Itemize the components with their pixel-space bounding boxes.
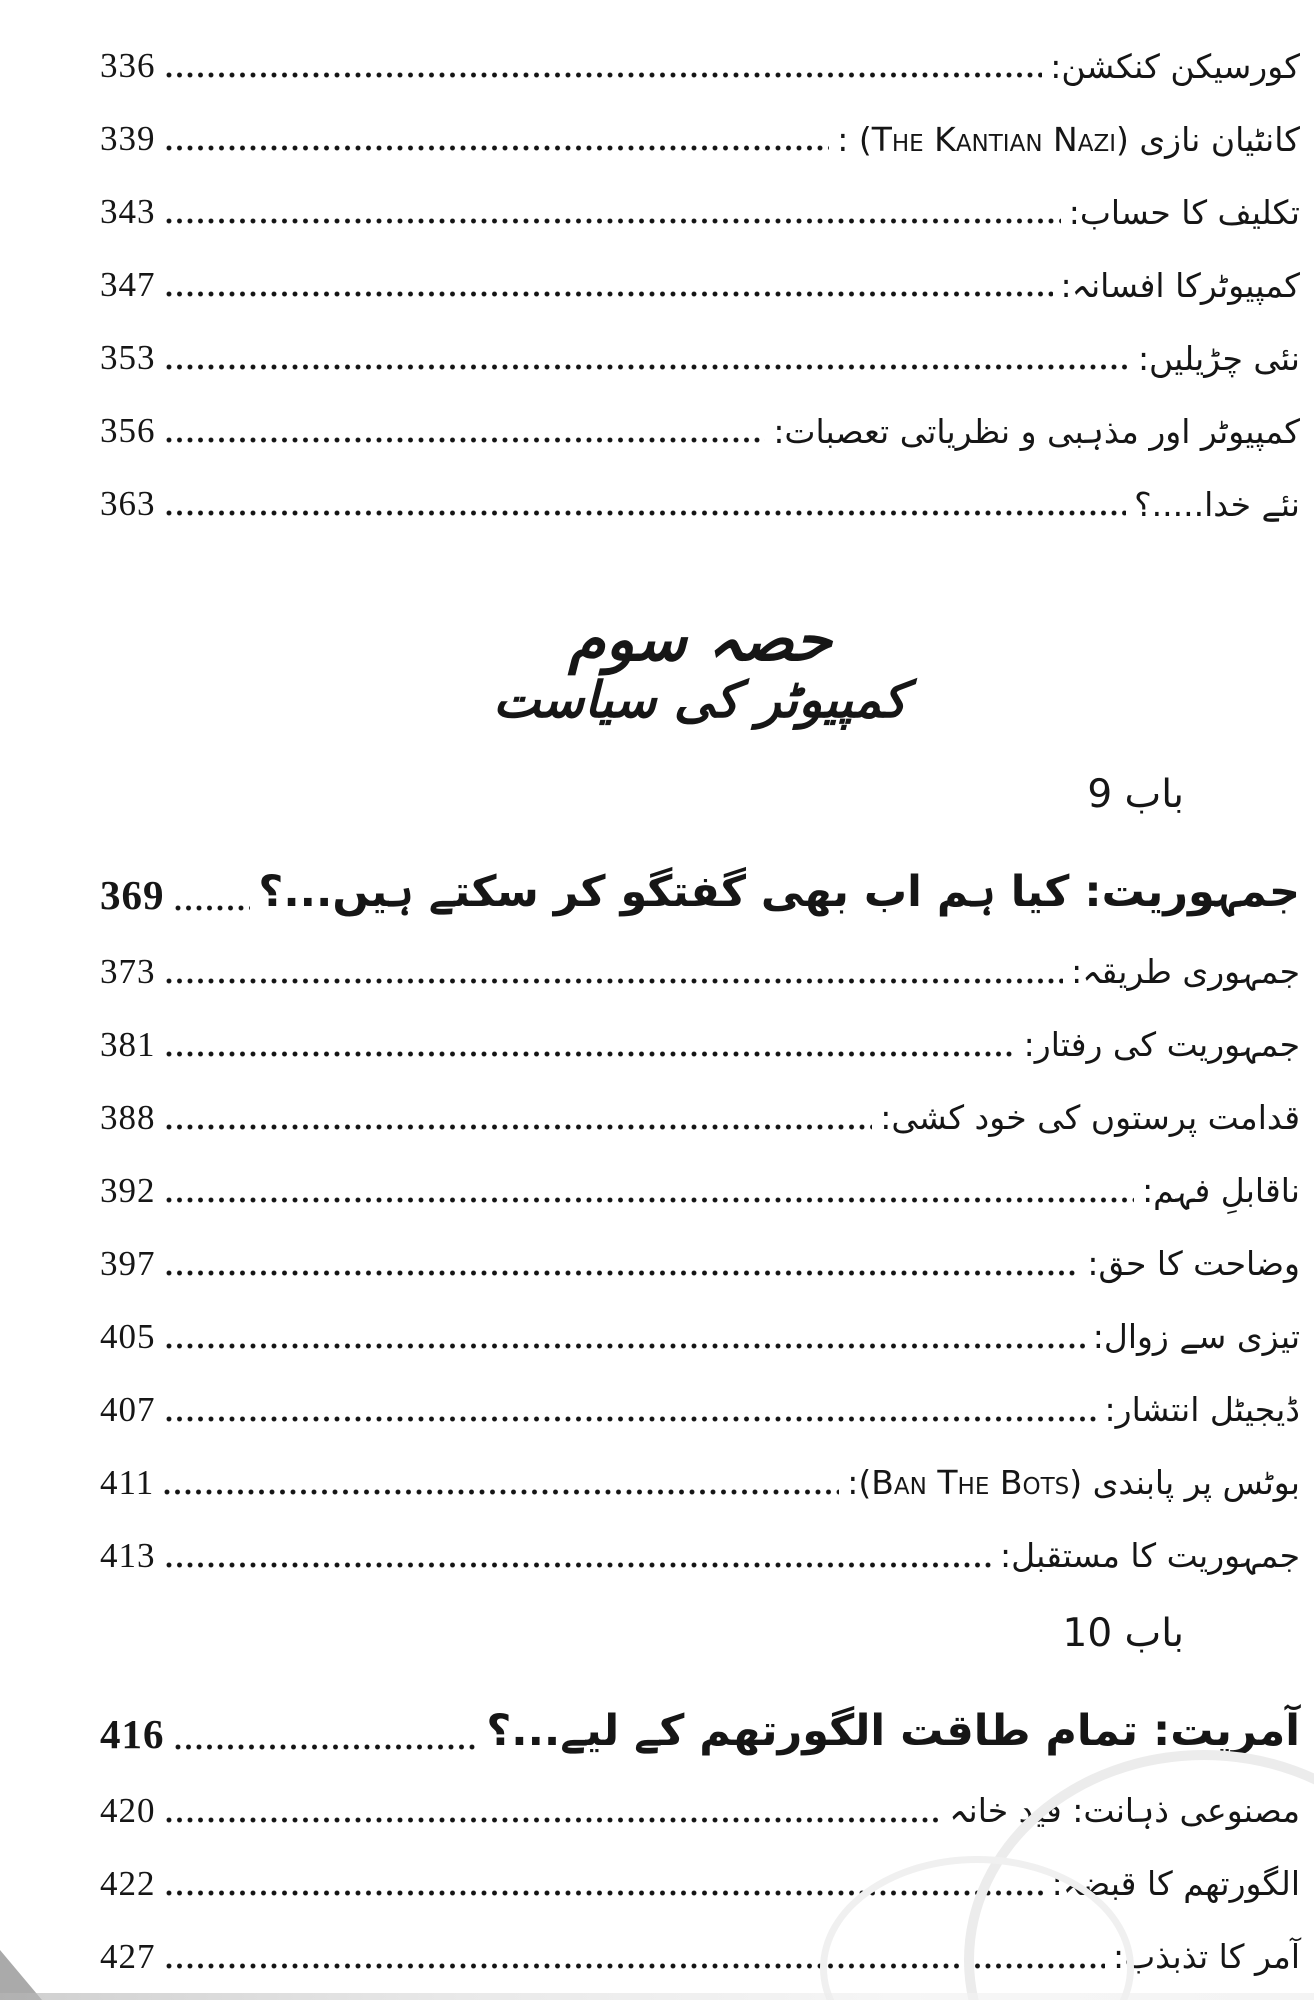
dot-leader (174, 900, 251, 913)
chapter-9-title-row: 369 جمہوریت: کیا ہم اب بھی گفتگو کر سکتے… (100, 824, 1300, 920)
page-number: 411 (100, 1462, 155, 1502)
dot-leader (165, 214, 1061, 226)
toc-entry-row: 397 وضاحت کا حق: (100, 1212, 1300, 1285)
entry-title: جمہوریت کا مستقبل: (1000, 1536, 1300, 1576)
entry-title: وضاحت کا حق: (1087, 1244, 1300, 1284)
chapter-10-label: باب 10 (1062, 1610, 1185, 1656)
dot-leader (165, 68, 1043, 80)
entry-title: کمپیوٹرکا افسانہ: (1060, 265, 1300, 305)
dot-leader (165, 1885, 1044, 1898)
chapter-9-label: باب 9 (1087, 771, 1184, 817)
page-number: 413 (100, 1535, 156, 1575)
entry-title: جمہوریت کی رفتار: (1023, 1025, 1300, 1065)
dot-leader (165, 1119, 873, 1132)
entry-title: ناقابلِ فہم: (1142, 1171, 1300, 1211)
page-number: 339 (100, 119, 156, 158)
toc-entry-row: 339 کانٹیان نازی (The Kantian Nazi) : (100, 87, 1300, 160)
page-number: 381 (100, 1024, 156, 1064)
entry-title: کانٹیان نازی (The Kantian Nazi) : (837, 119, 1300, 159)
chapter-title: آمریت: تمام طاقت الگورتھم کے لیے...؟ (486, 1705, 1300, 1756)
dot-leader (165, 141, 830, 153)
toc-entry-row: 413 جمہوریت کا مستقبل: (100, 1504, 1300, 1577)
toc-entry-row: 356 کمپیوٹر اور مذہبی و نظریاتی تعصبات: (100, 379, 1300, 452)
toc-entry-row: 411 بوٹس پر پابندی (Ban The Bots): (100, 1431, 1300, 1504)
page-number: 369 (100, 871, 165, 918)
entry-title: قدامت پرستوں کی خود کشی: (880, 1098, 1300, 1138)
entry-title: ڈیجیٹل انتشار: (1104, 1390, 1300, 1430)
scan-corner-shadow (0, 1950, 42, 2000)
dot-leader (165, 433, 766, 445)
page-number: 397 (100, 1243, 156, 1283)
entry-title: جمہوری طریقہ: (1071, 952, 1300, 992)
page-number: 373 (100, 951, 156, 991)
dot-leader (165, 1192, 1135, 1205)
toc-entry-row: 336 کورسیکن کنکشن: (100, 14, 1300, 87)
entry-title: تیزی سے زوال: (1092, 1317, 1300, 1357)
toc-entry-row: 347 کمپیوٹرکا افسانہ: (100, 233, 1300, 306)
dot-leader (165, 1046, 1016, 1059)
dot-leader (165, 360, 1130, 372)
page-number: 420 (100, 1790, 156, 1830)
part-heading: حصہ سوم کمپیوٹر کی سیاست (100, 609, 1300, 730)
page-number: 336 (100, 46, 156, 85)
page-number: 363 (100, 484, 156, 523)
entry-title: نئی چڑیلیں: (1137, 338, 1300, 378)
chapter-9-entries: 373 جمہوری طریقہ: 381 جمہوریت کی رفتار: … (100, 920, 1300, 1577)
toc-entry-row: 405 تیزی سے زوال: (100, 1285, 1300, 1358)
scan-edge-shadow (0, 1993, 1314, 2000)
page-number: 405 (100, 1316, 156, 1356)
dot-leader (165, 1338, 1085, 1351)
dot-leader (165, 1557, 993, 1570)
dot-leader (165, 287, 1053, 299)
toc-entry-row: 363 نئے خدا.....؟ (100, 452, 1300, 525)
toc-entry-row: 353 نئی چڑیلیں: (100, 306, 1300, 379)
toc-entry-row: 392 ناقابلِ فہم: (100, 1139, 1300, 1212)
dot-leader (165, 1812, 942, 1825)
entry-title: کورسیکن کنکشن: (1050, 46, 1300, 86)
chapter-title: جمہوریت: کیا ہم اب بھی گفتگو کر سکتے ہیں… (258, 866, 1300, 917)
part2-end-entries: 336 کورسیکن کنکشن: 339 کانٹیان نازی (The… (100, 14, 1300, 525)
dot-leader (165, 1265, 1080, 1278)
page-number: 407 (100, 1389, 156, 1429)
page-number: 347 (100, 265, 156, 304)
entry-title: کمپیوٹر اور مذہبی و نظریاتی تعصبات: (773, 411, 1300, 451)
chapter-10-title-row: 416 آمریت: تمام طاقت الگورتھم کے لیے...؟ (100, 1663, 1300, 1759)
toc-entry-row: 343 تکلیف کا حساب: (100, 160, 1300, 233)
dot-leader (165, 973, 1064, 986)
page-number: 392 (100, 1170, 156, 1210)
page-number: 343 (100, 192, 156, 231)
page-number: 422 (100, 1863, 156, 1903)
toc-entry-row: 388 قدامت پرستوں کی خود کشی: (100, 1066, 1300, 1139)
toc-entry-row: 373 جمہوری طریقہ: (100, 920, 1300, 993)
page-number: 356 (100, 411, 156, 450)
page-number: 353 (100, 338, 156, 377)
page-number: 388 (100, 1097, 156, 1137)
dot-leader (164, 1484, 840, 1497)
entry-title: تکلیف کا حساب: (1068, 192, 1300, 232)
dot-leader (174, 1739, 479, 1752)
entry-title: نئے خدا.....؟ (1134, 484, 1300, 524)
part-heading-title: حصہ سوم (568, 605, 832, 675)
dot-leader (165, 1411, 1097, 1424)
page-number: 416 (100, 1710, 165, 1757)
toc-entry-row: 407 ڈیجیٹل انتشار: (100, 1358, 1300, 1431)
part-heading-subtitle: کمپیوٹر کی سیاست (493, 671, 907, 729)
toc-entry-row: 381 جمہوریت کی رفتار: (100, 993, 1300, 1066)
page-number: 427 (100, 1936, 156, 1976)
entry-title: بوٹس پر پابندی (Ban The Bots): (847, 1463, 1300, 1503)
dot-leader (165, 506, 1127, 518)
